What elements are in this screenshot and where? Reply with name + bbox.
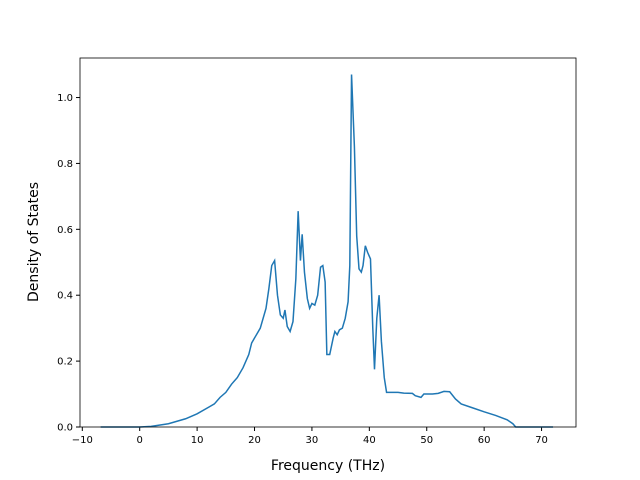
x-tick-label: 30 — [306, 435, 319, 446]
x-tick-label: 50 — [420, 435, 433, 446]
plot-frame — [79, 57, 577, 428]
y-tick-label: 1.0 — [57, 93, 73, 104]
x-tick-label: 20 — [248, 435, 261, 446]
x-tick-label: 70 — [535, 435, 548, 446]
line — [100, 74, 554, 428]
x-axis-label: Frequency (THz) — [271, 458, 385, 474]
x-tick-label: 0 — [137, 435, 143, 446]
x-tick-label: 60 — [478, 435, 491, 446]
y-tick-label: 0.0 — [57, 423, 73, 434]
y-tick-label: 0.4 — [57, 291, 73, 302]
x-tick-label: −10 — [72, 435, 93, 446]
y-tick-label: 0.8 — [57, 159, 73, 170]
x-tick-label: 10 — [191, 435, 204, 446]
x-tick-label: 40 — [363, 435, 376, 446]
y-tick-label: 0.6 — [57, 225, 73, 236]
y-tick-label: 0.2 — [57, 357, 73, 368]
y-axis-label: Density of States — [26, 182, 42, 302]
